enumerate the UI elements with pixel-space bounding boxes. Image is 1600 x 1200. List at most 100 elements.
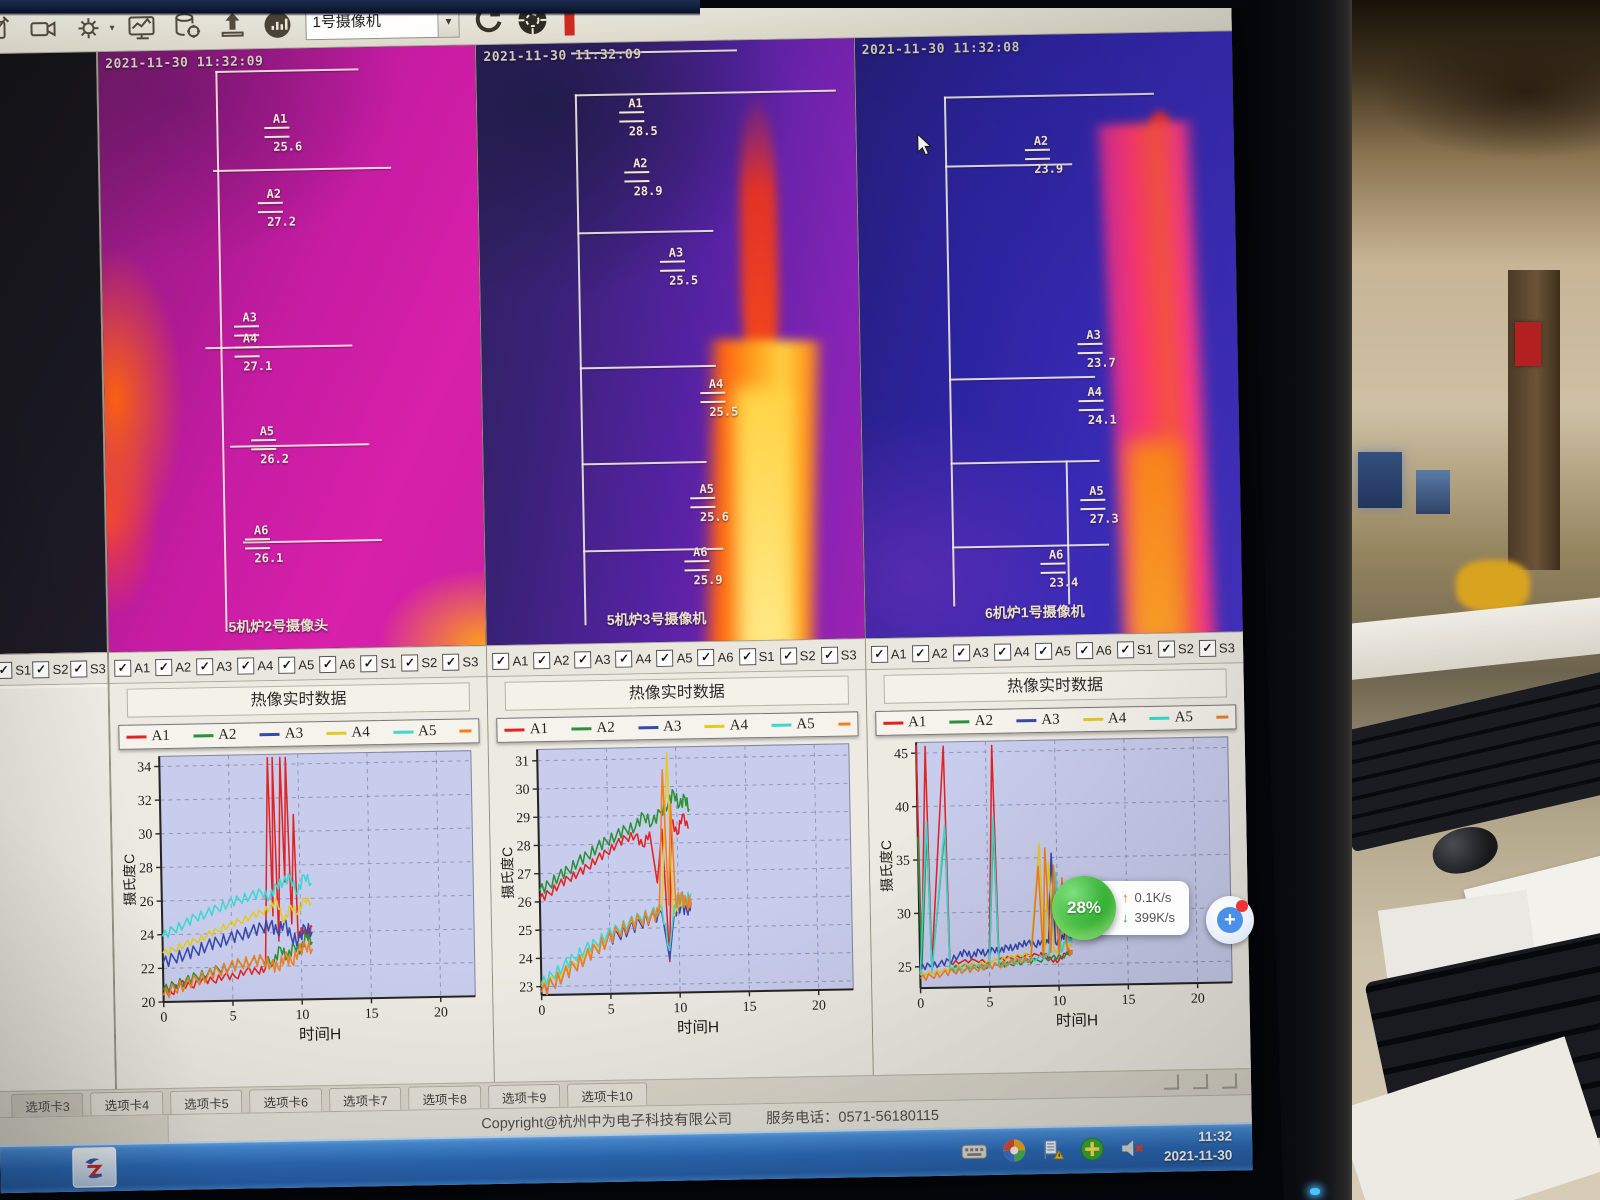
checkbox-A1[interactable]: ✓ A1 [114, 659, 153, 677]
monitor-power-led [1310, 1188, 1320, 1195]
checkbox-S1[interactable]: ✓ S1 [0, 661, 31, 679]
checkbox-S1[interactable]: ✓ S1 [738, 647, 778, 665]
video-camera-icon[interactable] [26, 11, 61, 48]
checkbox-A3[interactable]: ✓ A3 [952, 643, 992, 662]
checkbox-S2[interactable]: ✓ S2 [32, 660, 69, 678]
resize-grips [1163, 1073, 1238, 1090]
svg-text:5: 5 [230, 1009, 237, 1024]
svg-text:摄氏度C: 摄氏度C [878, 840, 895, 892]
checkbox-A4[interactable]: ✓ A4 [993, 642, 1033, 661]
checkbox-A6[interactable]: ✓ A6 [319, 655, 358, 673]
legend-swatch [883, 721, 904, 725]
signal-monitor-icon[interactable] [125, 9, 160, 46]
tab-6[interactable]: 选项卡6 [249, 1088, 323, 1113]
checkbox-S2[interactable]: ✓ S2 [401, 653, 440, 672]
thermal-hot-core [735, 387, 793, 646]
taskbar-clock[interactable]: 11:32 2021-11-30 [1160, 1127, 1245, 1166]
tab-10[interactable]: 选项卡10 [567, 1082, 647, 1107]
checkbox-label: S3 [462, 653, 479, 670]
measure-marker-A3: A3 23.7 [1077, 328, 1116, 371]
checkbox-label: A5 [1054, 642, 1071, 659]
checkbox-label: A3 [972, 644, 989, 660]
legend-swatch [949, 720, 970, 724]
checkbox-A2[interactable]: ✓ A2 [911, 644, 951, 662]
legend-swatch [771, 723, 792, 727]
checkbox-label: S2 [799, 647, 816, 663]
action-center-warning-icon[interactable] [1041, 1138, 1065, 1162]
volume-muted-icon[interactable] [1119, 1136, 1145, 1160]
input-method-icon[interactable] [961, 1141, 987, 1161]
checkbox-A6[interactable]: ✓ A6 [697, 648, 736, 666]
checkbox-A1[interactable]: ✓ A1 [492, 652, 531, 670]
checkbox-A5[interactable]: ✓ A5 [656, 649, 695, 667]
export-upload-icon[interactable] [215, 7, 250, 44]
checkbox-mark: ✓ [360, 654, 378, 672]
checkbox-S3[interactable]: ✓ S3 [820, 646, 860, 664]
tab-8[interactable]: 选项卡8 [408, 1085, 482, 1110]
checkbox-S2[interactable]: ✓ S2 [1157, 639, 1197, 658]
resize-grip [1192, 1073, 1209, 1090]
tab-4[interactable]: 选项卡4 [90, 1091, 164, 1116]
measure-marker-A1: A1 25.6 [263, 111, 303, 154]
thermal-timestamp: 2021-11-30 11:32:09 [105, 54, 264, 72]
service-phone: 服务电话：0571-56180115 [765, 1107, 940, 1128]
checkbox-A2[interactable]: ✓ A2 [155, 658, 194, 676]
tab-3[interactable]: 选项卡3 [11, 1092, 84, 1117]
checkbox-A4[interactable]: ✓ A4 [615, 649, 654, 668]
left-partial-panel: ✓ S1 ✓ S2 ✓ S3 [0, 52, 116, 1092]
svg-text:时间H: 时间H [677, 1018, 719, 1037]
marker-tick [659, 260, 686, 273]
checkbox-mark: ✓ [656, 649, 674, 667]
net-speed-widget[interactable]: 28% ↑ 0.1K/s ↓ 399K/s [1052, 876, 1189, 940]
checkbox-A4[interactable]: ✓ A4 [237, 656, 276, 675]
legend-label: A1 [151, 727, 170, 745]
checkbox-mark: ✓ [911, 644, 929, 662]
checkbox-S3[interactable]: ✓ S3 [69, 659, 106, 678]
checkbox-A3[interactable]: ✓ A3 [574, 650, 613, 668]
checkbox-S3[interactable]: ✓ S3 [442, 653, 481, 671]
marker-tick [233, 346, 260, 359]
checkbox-A3[interactable]: ✓ A3 [196, 657, 235, 675]
measure-marker-A1: A1 28.5 [619, 96, 658, 139]
checkbox-A2[interactable]: ✓ A2 [533, 651, 572, 669]
settings-dropdown-caret[interactable]: ▾ [109, 22, 115, 34]
taskbar-app-button[interactable] [72, 1146, 117, 1188]
camera-caption: 5机炉2号摄像头 [228, 616, 329, 635]
checkbox-A6[interactable]: ✓ A6 [1075, 641, 1115, 659]
report-stats-icon[interactable] [260, 7, 295, 44]
marker-tick [1077, 343, 1103, 355]
legend-swatch [571, 727, 592, 731]
tab-9[interactable]: 选项卡9 [487, 1083, 561, 1109]
svg-text:27: 27 [517, 867, 531, 882]
color-wheel-tray-icon[interactable] [1002, 1138, 1026, 1162]
marker-tick [257, 202, 283, 214]
checkbox-S1[interactable]: ✓ S1 [1116, 640, 1156, 659]
checkbox-S3[interactable]: ✓ S3 [1198, 639, 1238, 657]
svg-text:45: 45 [894, 747, 908, 762]
checkbox-A5[interactable]: ✓ A5 [1034, 642, 1074, 660]
legend-label: A4 [1107, 710, 1127, 727]
legend-label: A5 [1174, 709, 1194, 726]
notification-dot [1236, 900, 1248, 912]
floating-plus-ball[interactable]: + [1206, 896, 1254, 944]
svg-text:30: 30 [516, 783, 530, 798]
legend-swatch [638, 725, 659, 730]
checkbox-mark: ✓ [278, 656, 296, 674]
checkbox-S1[interactable]: ✓ S1 [360, 654, 399, 672]
checkbox-label: A4 [1013, 643, 1030, 659]
tab-5[interactable]: 选项卡5 [169, 1089, 243, 1114]
svg-text:23: 23 [519, 980, 533, 995]
checkbox-A5[interactable]: ✓ A5 [278, 656, 317, 674]
checkbox-mark: ✓ [196, 657, 214, 675]
security-tray-icon[interactable] [1080, 1137, 1104, 1161]
download-speed: 399K/s [1134, 910, 1175, 925]
draw-tool-icon[interactable] [0, 12, 16, 49]
checkbox-A1[interactable]: ✓ A1 [870, 645, 910, 663]
tab-7[interactable]: 选项卡7 [328, 1086, 402, 1112]
checkbox-S2[interactable]: ✓ S2 [779, 646, 819, 665]
checkbox-label: S3 [1218, 639, 1236, 656]
settings-gear-icon[interactable] [71, 10, 106, 47]
checkbox-label: A6 [339, 656, 356, 672]
legend-swatch [704, 724, 725, 729]
net-percent-ball[interactable]: 28% [1052, 876, 1116, 940]
